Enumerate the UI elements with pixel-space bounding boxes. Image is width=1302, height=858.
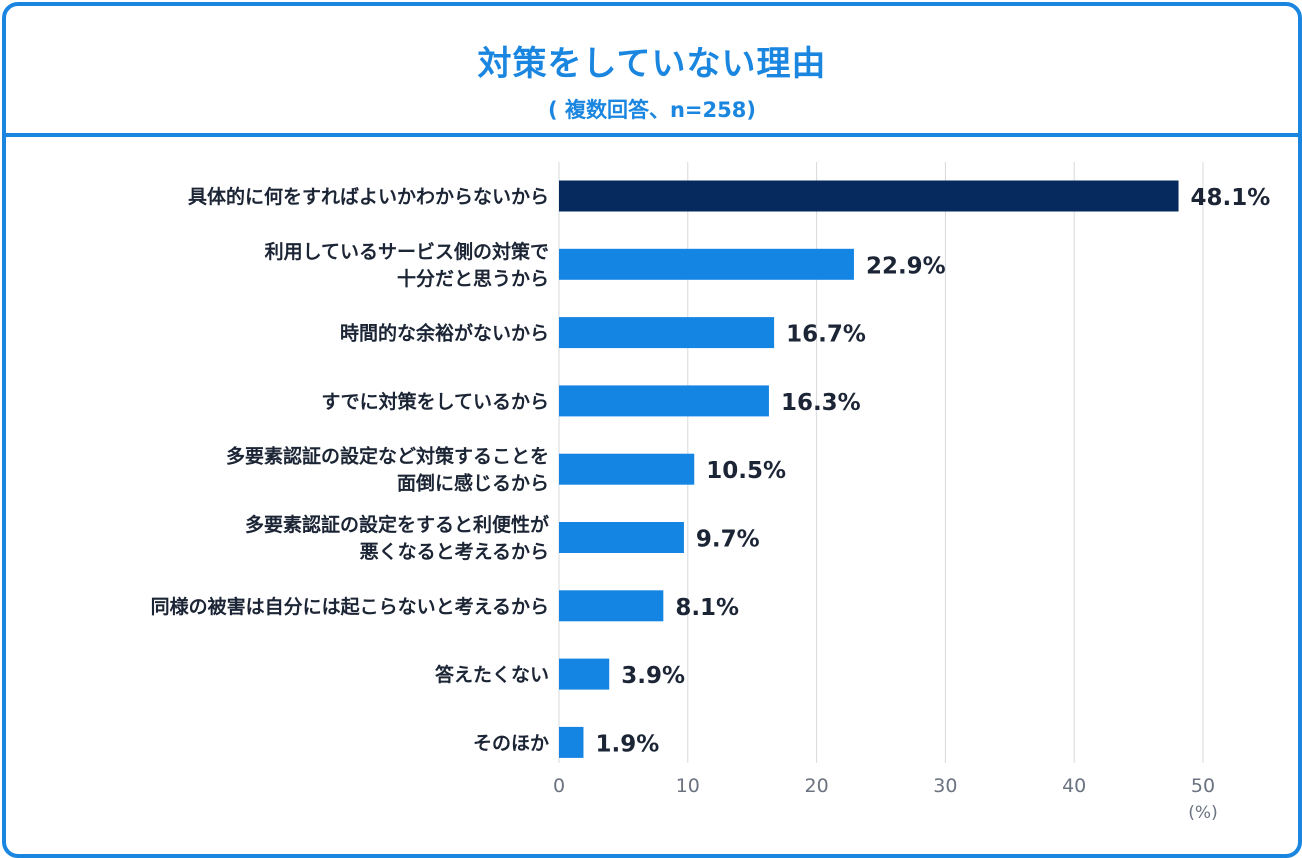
- x-tick-label: 30: [933, 775, 957, 797]
- x-tick-label: 40: [1062, 775, 1086, 797]
- value-label: 3.9%: [621, 663, 685, 689]
- bar: [559, 248, 854, 280]
- category-label: 利用しているサービス側の対策で十分だと思うから: [265, 240, 549, 290]
- category-label: 具体的に何をすればよいかわからないから: [188, 185, 549, 208]
- x-tick-label: 50: [1191, 775, 1215, 797]
- chart-title: 対策をしていない理由: [477, 44, 827, 84]
- bar: [559, 726, 584, 758]
- chart-header: 対策をしていない理由 ( 複数回答、n=258): [6, 6, 1298, 137]
- value-label: 16.3%: [781, 390, 861, 416]
- category-label: すでに対策をしているから: [321, 390, 549, 413]
- x-unit-label: (%): [1188, 803, 1217, 823]
- x-tick-label: 0: [553, 775, 565, 797]
- value-label: 16.7%: [786, 322, 866, 348]
- category-label: 同様の被害は自分には起こらないと考えるから: [151, 595, 549, 618]
- category-label: 答えたくない: [435, 663, 549, 686]
- bar: [559, 658, 610, 690]
- value-label: 8.1%: [675, 595, 739, 621]
- bar: [559, 453, 695, 485]
- value-label: 10.5%: [706, 458, 786, 484]
- value-label: 9.7%: [696, 527, 760, 553]
- category-label: 多要素認証の設定など対策することを面倒に感じるから: [226, 445, 549, 495]
- value-label: 48.1%: [1191, 185, 1271, 211]
- bar: [559, 385, 769, 417]
- value-label: 1.9%: [595, 731, 659, 757]
- category-label: 多要素認証の設定をすると利便性が悪くなると考えるから: [245, 513, 549, 563]
- bar: [559, 180, 1179, 212]
- value-label: 22.9%: [866, 253, 946, 279]
- category-label: そのほか: [473, 732, 549, 754]
- category-label: 時間的な余裕がないから: [340, 322, 549, 345]
- bar: [559, 522, 684, 553]
- chart-subtitle: ( 複数回答、n=258): [548, 98, 756, 122]
- bar: [559, 590, 664, 622]
- x-tick-label: 20: [805, 775, 829, 797]
- x-tick-label: 10: [676, 775, 700, 797]
- bar: [559, 317, 775, 349]
